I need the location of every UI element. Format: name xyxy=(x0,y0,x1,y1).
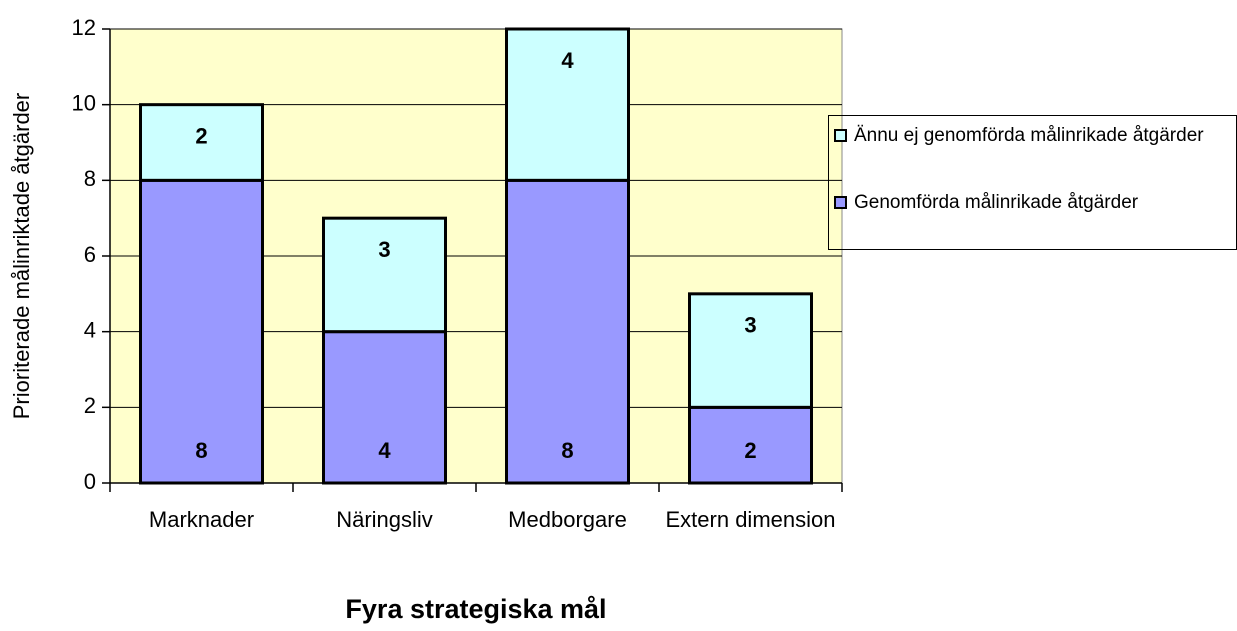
bar-segment xyxy=(322,330,447,485)
x-tick-label: Näringsliv xyxy=(336,507,433,532)
y-tick-label: 10 xyxy=(72,90,96,115)
bar-segment xyxy=(505,178,630,485)
data-label: 2 xyxy=(744,438,756,463)
legend: Ännu ej genomförda målinrikade åtgärder G… xyxy=(828,115,1237,250)
y-tick-label: 6 xyxy=(84,242,96,267)
bar-segment xyxy=(688,292,813,409)
legend-marker xyxy=(834,196,847,209)
legend-label: Ännu ej genomförda målinrikade åtgärder xyxy=(854,125,1204,146)
y-tick-label: 0 xyxy=(84,469,96,494)
x-tick-label: Extern dimension xyxy=(665,507,836,532)
y-axis-title: Prioriterade målinriktade åtgärder xyxy=(9,93,34,420)
bar-segment xyxy=(322,216,447,334)
data-label: 4 xyxy=(561,48,574,73)
bar-segment xyxy=(139,103,264,182)
data-label: 8 xyxy=(561,438,573,463)
data-label: 3 xyxy=(744,313,756,338)
bar-segment xyxy=(505,27,630,182)
legend-marker xyxy=(834,129,847,142)
x-axis-title: Fyra strategiska mål xyxy=(345,594,606,624)
data-label: 8 xyxy=(195,438,207,463)
x-tick-label: Marknader xyxy=(148,507,255,532)
y-tick-label: 2 xyxy=(84,393,96,418)
data-label: 2 xyxy=(195,123,207,148)
y-tick-label: 8 xyxy=(84,166,96,191)
data-label: 3 xyxy=(378,237,390,262)
y-tick-label: 12 xyxy=(72,15,96,40)
x-tick-label: Medborgare xyxy=(508,507,627,532)
data-label: 4 xyxy=(378,438,391,463)
y-tick-label: 4 xyxy=(84,317,96,342)
legend-label: Genomförda målinrikade åtgärder xyxy=(854,192,1139,213)
